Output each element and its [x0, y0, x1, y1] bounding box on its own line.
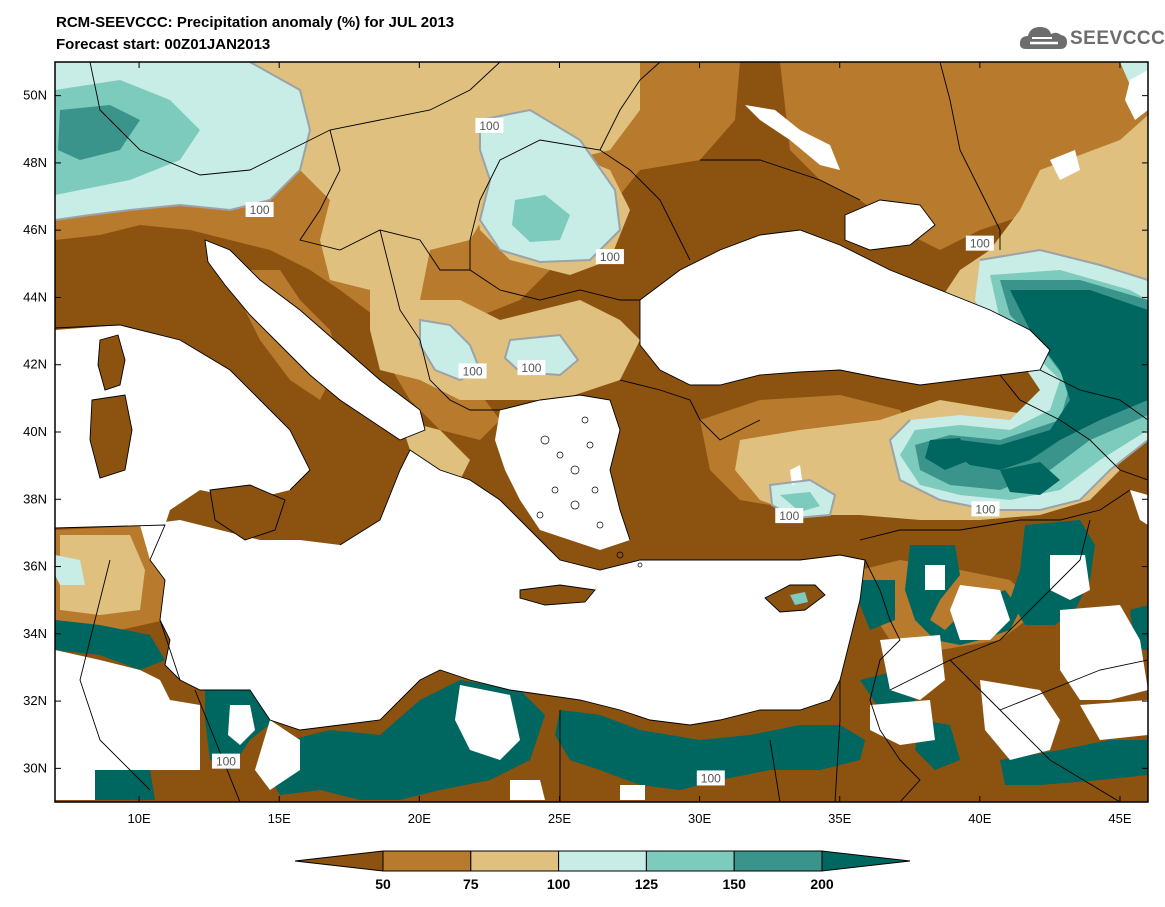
- colorbar-arrow-low: [294, 850, 384, 872]
- colorbar-segment: [558, 850, 647, 872]
- lat-tick-label: 50N: [23, 88, 47, 103]
- seevccc-logo: SEEVCCC: [1018, 22, 1165, 56]
- contour-label-background: [971, 501, 1000, 517]
- contour-label: 100: [970, 237, 990, 251]
- lat-tick-label: 34N: [23, 626, 47, 641]
- corsica-island: [98, 335, 125, 390]
- contour-label-background: [475, 117, 504, 133]
- lat-tick-label: 36N: [23, 559, 47, 574]
- lat-tick-label: 38N: [23, 491, 47, 506]
- colorbar-arrow-high: [821, 850, 911, 872]
- contour-label: 100: [479, 119, 499, 133]
- lon-tick-label: 20E: [408, 811, 431, 826]
- contour-label: 100: [975, 502, 995, 516]
- lon-tick-label: 40E: [968, 811, 991, 826]
- lon-tick-label: 35E: [828, 811, 851, 826]
- colorbar-segment: [470, 850, 560, 872]
- lat-tick-label: 32N: [23, 693, 47, 708]
- map-title: RCM-SEEVCCC: Precipitation anomaly (%) f…: [56, 14, 455, 31]
- contour-label-background: [245, 202, 274, 217]
- colorbar-segment: [645, 850, 735, 872]
- lat-tick-label: 30N: [23, 760, 47, 775]
- cyprus-anomaly-patch: [790, 592, 808, 605]
- forecast-start-subtitle: Forecast start: 00Z01JAN2013: [56, 36, 271, 53]
- crete-island: [520, 585, 595, 605]
- contour-label: 100: [463, 364, 483, 378]
- contour-label: 100: [779, 509, 799, 523]
- lon-tick-label: 45E: [1108, 811, 1131, 826]
- colorbar-tick-label: 50: [375, 876, 391, 892]
- lon-tick-label: 15E: [268, 811, 291, 826]
- contour-label-background: [775, 508, 804, 524]
- contour-label-background: [211, 753, 240, 769]
- logo-text: SEEVCCC: [1070, 28, 1165, 49]
- colorbar-segment: [382, 850, 472, 872]
- contour-label: 100: [250, 203, 270, 217]
- lon-tick-label: 10E: [128, 811, 151, 826]
- map-plot-area: [55, 62, 1148, 802]
- colorbar: 50 75 100 125 150 200: [294, 850, 911, 892]
- lat-tick-label: 48N: [23, 155, 47, 170]
- contour-label: 100: [521, 361, 541, 375]
- borders-and-coastlines: [55, 62, 1148, 802]
- contour-label-background: [696, 770, 725, 786]
- contour-label-background: [595, 249, 624, 265]
- colorbar-tick-label: 200: [810, 876, 834, 892]
- islands: [90, 335, 825, 612]
- sardinia-island: [90, 395, 132, 478]
- contour-label: 100: [701, 771, 721, 785]
- colorbar-tick-label: 75: [463, 876, 479, 892]
- lon-tick-label: 25E: [548, 811, 571, 826]
- lat-tick-label: 40N: [23, 424, 47, 439]
- colorbar-tick-label: 125: [635, 876, 659, 892]
- cloud-logo-icon: [1019, 27, 1067, 49]
- aegean-islands: [536, 416, 643, 568]
- contour-label-background: [458, 363, 487, 379]
- contour-label: 100: [216, 755, 236, 769]
- lat-tick-label: 42N: [23, 357, 47, 372]
- lon-tick-label: 30E: [688, 811, 711, 826]
- contour-label: 100: [600, 250, 620, 264]
- colorbar-tick-label: 150: [723, 876, 747, 892]
- lat-tick-label: 46N: [23, 222, 47, 237]
- contour-label-background: [965, 235, 994, 251]
- lat-tick-label: 44N: [23, 289, 47, 304]
- contour-label-background: [517, 360, 546, 376]
- colorbar-segment: [733, 850, 823, 872]
- latitude-axis: 30N 32N 34N 36N 38N 40N 42N 44N 46N 48N 50N: [23, 88, 1148, 775]
- sicily-island: [210, 485, 285, 540]
- longitude-axis: 10E 15E 20E 25E 30E 35E 40E 45E: [128, 62, 1132, 826]
- contour-labels: 100 100 100 100 100 100 100 100 100 100: [211, 117, 1000, 786]
- sea-and-missing-data: [55, 70, 1148, 800]
- colorbar-tick-label: 100: [547, 876, 571, 892]
